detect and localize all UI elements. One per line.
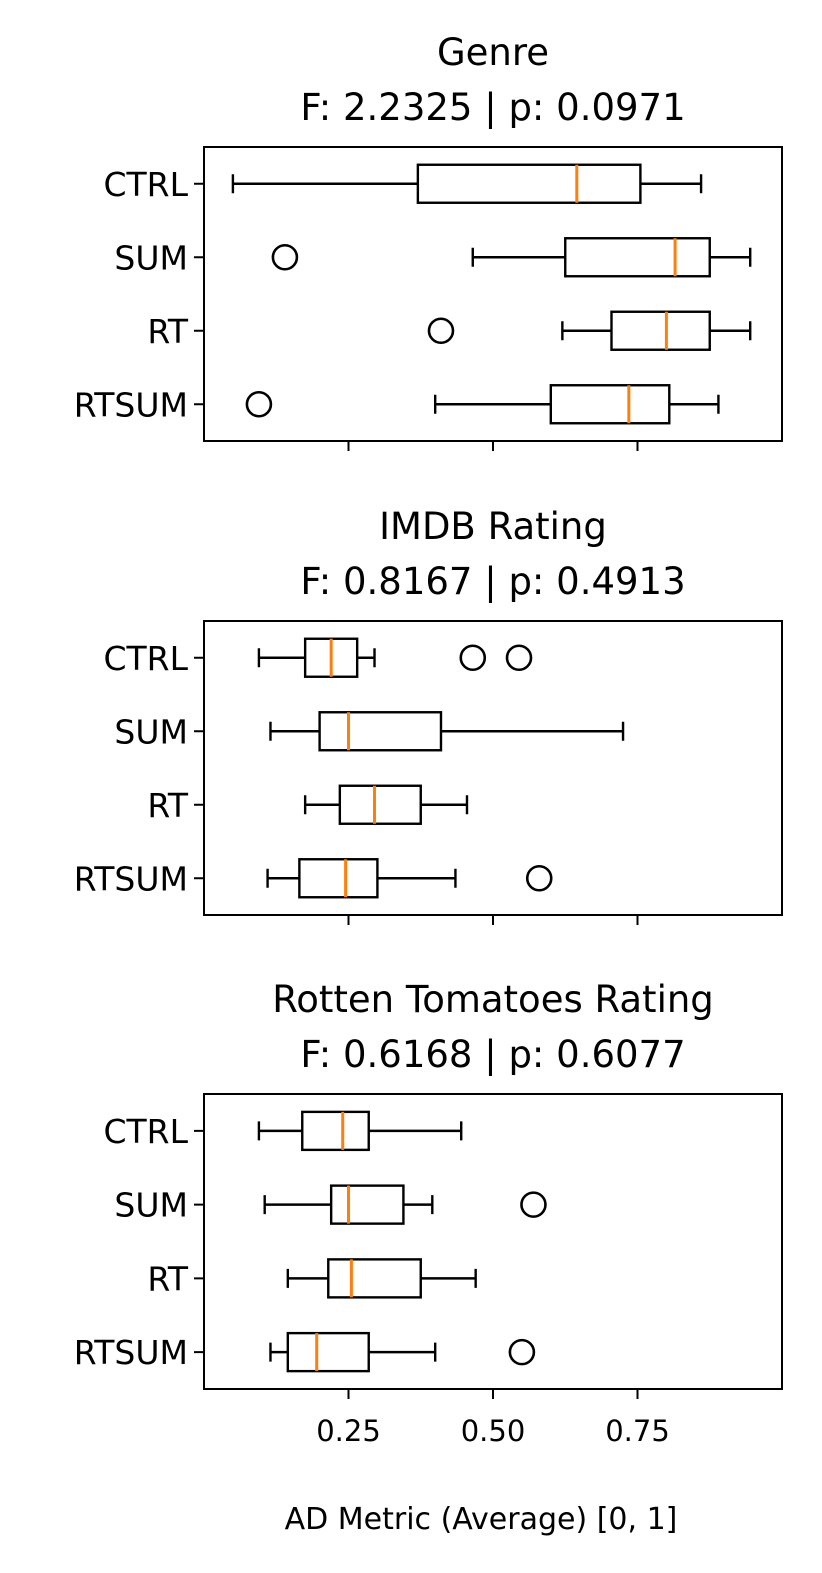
iqr-box xyxy=(549,384,671,425)
outlier-point xyxy=(459,644,487,672)
outlier-point xyxy=(520,1191,547,1218)
subplot-1: IMDB Rating F: 0.8167 | p: 0.4913 CTRL SUM R… xyxy=(74,505,783,925)
chart-subtitle: F: 0.6168 | p: 0.6077 xyxy=(300,1033,685,1076)
iqr-box xyxy=(318,711,443,752)
x-tick-label: 0.50 xyxy=(461,1414,526,1448)
y-tick-label: RT xyxy=(147,312,189,351)
plot-frame xyxy=(203,620,783,916)
iqr-box xyxy=(338,784,422,825)
y-tick-label: SUM xyxy=(114,238,188,277)
iqr-box xyxy=(286,1331,370,1373)
x-tick-label: 0.75 xyxy=(605,1414,670,1448)
outlier-point xyxy=(525,864,553,892)
y-tick-label: RT xyxy=(147,1259,189,1298)
plot-frame xyxy=(203,146,783,442)
box-ctrl xyxy=(257,637,533,678)
y-tick-label: RTSUM xyxy=(74,859,188,898)
outlier-point xyxy=(271,243,299,271)
box-ctrl xyxy=(257,1110,463,1152)
box-rtsum xyxy=(245,384,720,425)
box-rt xyxy=(427,310,752,351)
y-tick-label: RTSUM xyxy=(74,1333,188,1372)
y-tick-label: RTSUM xyxy=(74,385,188,424)
iqr-box xyxy=(610,310,711,351)
iqr-box xyxy=(298,858,379,899)
chart-title: Genre xyxy=(437,31,549,74)
outlier-point xyxy=(505,644,533,672)
iqr-box xyxy=(416,163,642,204)
box-sum xyxy=(271,237,752,278)
chart-subtitle: F: 2.2325 | p: 0.0971 xyxy=(300,86,685,129)
box-sum xyxy=(269,711,625,752)
subplot-2: Rotten Tomatoes Rating F: 0.6168 | p: 0.6… xyxy=(74,978,783,1537)
box-rtsum xyxy=(266,858,553,899)
y-tick-label: SUM xyxy=(114,1186,188,1225)
box-sum xyxy=(263,1184,547,1225)
plot-frame xyxy=(203,1093,783,1390)
y-tick-label: CTRL xyxy=(103,639,188,678)
chart-subtitle: F: 0.8167 | p: 0.4913 xyxy=(300,560,685,603)
outlier-point xyxy=(245,390,273,418)
chart-title: IMDB Rating xyxy=(379,505,607,548)
box-rt xyxy=(286,1258,477,1299)
y-tick-label: RT xyxy=(147,786,189,825)
outlier-point xyxy=(508,1338,536,1366)
y-tick-label: SUM xyxy=(114,712,188,751)
box-rt xyxy=(303,784,469,825)
x-axis-label: AD Metric (Average) [0, 1] xyxy=(285,1502,678,1537)
iqr-box xyxy=(327,1258,422,1299)
box-rtsum xyxy=(269,1331,536,1373)
iqr-box xyxy=(564,237,711,278)
subplot-0: Genre F: 2.2325 | p: 0.0971 CTRL SUM RT RTSUM xyxy=(74,31,783,451)
y-tick-label: CTRL xyxy=(103,165,188,204)
x-tick-label: 0.25 xyxy=(316,1414,381,1448)
iqr-box xyxy=(301,1110,370,1152)
box-ctrl xyxy=(231,163,703,204)
chart-title: Rotten Tomatoes Rating xyxy=(272,978,714,1021)
y-tick-label: CTRL xyxy=(103,1112,188,1151)
outlier-point xyxy=(427,317,455,345)
iqr-box xyxy=(329,1184,405,1225)
